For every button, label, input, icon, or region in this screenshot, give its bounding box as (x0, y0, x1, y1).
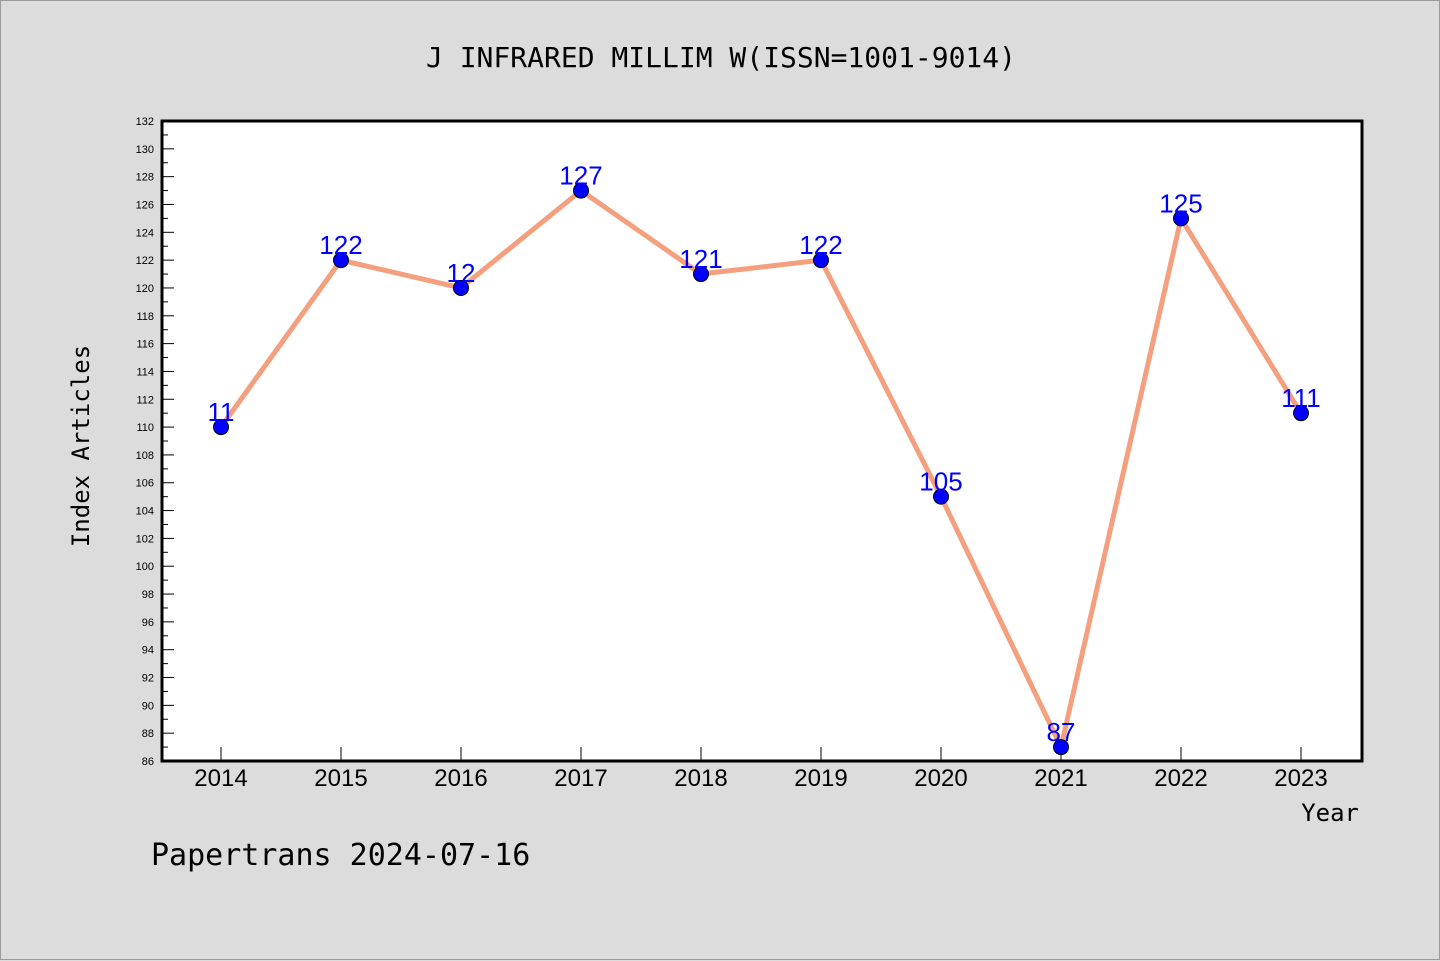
data-point (573, 182, 589, 199)
series-line (218, 188, 1304, 750)
data-point (1293, 405, 1309, 422)
x-axis-label: Year (1301, 799, 1359, 827)
data-label: 122 (319, 230, 362, 260)
y-tick-label: 130 (136, 144, 154, 156)
y-tick-label: 126 (136, 199, 154, 211)
y-tick-label: 94 (142, 645, 154, 657)
x-tick-label: 2020 (914, 765, 967, 792)
y-tick-label: 90 (142, 700, 154, 712)
plot-area (160, 119, 1364, 763)
y-tick-label: 96 (142, 617, 154, 629)
y-tick-label: 110 (136, 422, 154, 434)
footer-credit: Papertrans 2024-07-16 (151, 838, 530, 873)
x-axis: 2014 2015 2016 2017 2018 2019 2020 2021 2022 2023 (194, 747, 1328, 792)
y-tick-label: 106 (136, 478, 154, 490)
y-tick-label: 122 (136, 255, 154, 267)
y-tick-label: 116 (136, 339, 154, 351)
y-axis-label: Index Articles (67, 345, 95, 547)
data-point (933, 488, 949, 505)
y-tick-label: 92 (142, 673, 154, 685)
data-label: 105 (919, 467, 962, 497)
y-tick-label: 88 (142, 728, 154, 740)
x-tick-label: 2015 (314, 765, 367, 792)
x-tick-label: 2016 (434, 765, 487, 792)
data-point (453, 279, 469, 296)
y-tick-label: 124 (136, 227, 154, 239)
y-tick-label: 128 (136, 172, 154, 184)
y-tick-label: 100 (136, 561, 154, 573)
data-label: 122 (799, 230, 842, 260)
data-markers (213, 182, 1309, 756)
y-tick-label: 114 (136, 366, 154, 378)
y-tick-label: 98 (142, 589, 154, 601)
y-tick-label: 112 (136, 394, 154, 406)
data-label: 111 (1281, 383, 1321, 413)
x-tick-label: 2022 (1154, 765, 1207, 792)
data-point (1053, 739, 1069, 756)
x-tick-label: 2017 (554, 765, 607, 792)
x-tick-label: 2019 (794, 765, 847, 792)
x-tick-label: 2014 (194, 765, 247, 792)
data-labels: 11 122 12 127 121 122 105 87 125 111 (208, 161, 1321, 748)
data-label: 127 (559, 161, 602, 191)
y-axis: 86 88 90 92 94 96 98 100 102 104 106 108 110 112 114 11… (136, 116, 174, 768)
data-point (813, 252, 829, 269)
y-tick-label: 104 (136, 506, 154, 518)
x-tick-label: 2023 (1274, 765, 1327, 792)
x-tick-label: 2021 (1034, 765, 1087, 792)
data-point (1173, 210, 1189, 227)
y-tick-label: 118 (136, 311, 154, 323)
data-label: 87 (1047, 717, 1076, 747)
y-tick-label: 120 (136, 283, 154, 295)
y-tick-label: 132 (136, 116, 154, 128)
x-tick-label: 2018 (674, 765, 727, 792)
data-label: 121 (679, 244, 722, 274)
y-tick-label: 86 (142, 756, 154, 768)
data-point (213, 419, 229, 436)
data-point (333, 252, 349, 269)
data-label: 125 (1159, 188, 1202, 218)
data-label: 12 (447, 258, 476, 288)
data-label: 11 (208, 397, 235, 427)
y-tick-label: 108 (136, 450, 154, 462)
data-point (693, 266, 709, 283)
y-tick-label: 102 (136, 533, 154, 545)
chart-title: J INFRARED MILLIM W(ISSN=1001-9014) (426, 41, 1016, 74)
